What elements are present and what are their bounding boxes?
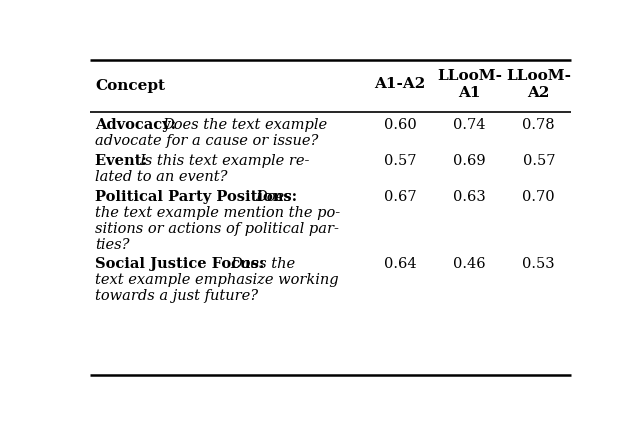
Text: 0.70: 0.70 <box>522 190 555 204</box>
Text: 0.57: 0.57 <box>522 154 555 168</box>
Text: sitions or actions of political par-: sitions or actions of political par- <box>95 222 339 235</box>
Text: the text example mention the po-: the text example mention the po- <box>95 206 340 220</box>
Text: 0.63: 0.63 <box>453 190 486 204</box>
Text: Social Justice Focus:: Social Justice Focus: <box>95 257 269 271</box>
Text: 0.74: 0.74 <box>453 118 486 132</box>
Text: LLooM-
A2: LLooM- A2 <box>506 69 572 100</box>
Text: advocate for a cause or issue?: advocate for a cause or issue? <box>95 134 318 148</box>
Text: 0.69: 0.69 <box>453 154 486 168</box>
Text: Concept: Concept <box>95 79 165 93</box>
Text: Does: Does <box>255 190 292 204</box>
Text: 0.60: 0.60 <box>383 118 416 132</box>
Text: 0.46: 0.46 <box>453 257 486 271</box>
Text: 0.67: 0.67 <box>383 190 416 204</box>
Text: Does the text example: Does the text example <box>162 118 327 132</box>
Text: Advocacy:: Advocacy: <box>95 118 181 132</box>
Text: 0.64: 0.64 <box>383 257 416 271</box>
Text: Political Party Positions:: Political Party Positions: <box>95 190 302 204</box>
Text: A1-A2: A1-A2 <box>374 77 426 91</box>
Text: ties?: ties? <box>95 238 129 252</box>
Text: LLooM-
A1: LLooM- A1 <box>437 69 502 100</box>
Text: Does the: Does the <box>230 257 295 271</box>
Text: 0.78: 0.78 <box>522 118 555 132</box>
Text: text example emphasize working: text example emphasize working <box>95 273 339 287</box>
Text: 0.57: 0.57 <box>383 154 416 168</box>
Text: towards a just future?: towards a just future? <box>95 289 258 303</box>
Text: lated to an event?: lated to an event? <box>95 170 227 184</box>
Text: 0.53: 0.53 <box>522 257 555 271</box>
Text: Event:: Event: <box>95 154 152 168</box>
Text: Is this text example re-: Is this text example re- <box>139 154 310 168</box>
